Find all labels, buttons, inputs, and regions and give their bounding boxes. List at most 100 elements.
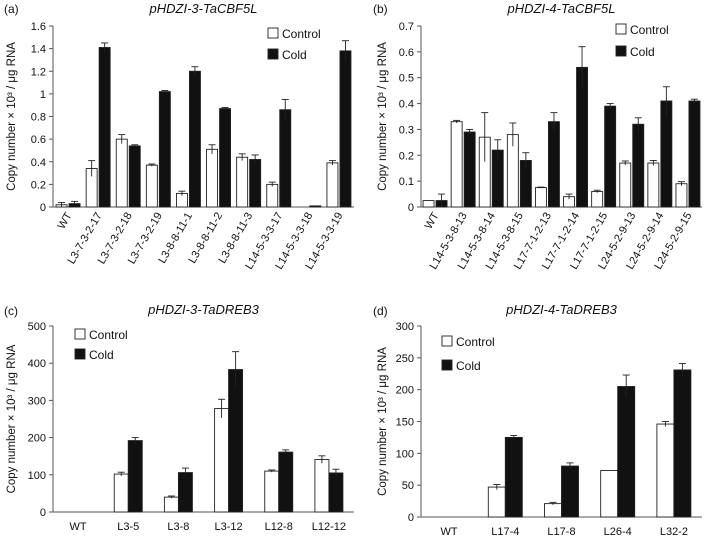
chart-panel-0: (a) pHDZI-3-TaCBF5L Copy number × 10³ / μg… [4,1,354,272]
chart-panel-2: (c) pHDZI-3-TaDREB3 Copy number × 10³ / μg… [4,302,354,533]
bar-cold [688,100,701,208]
bar-cold [673,369,692,518]
y-tick-label: 0 [40,507,46,519]
y-tick-label: 0.6 [31,134,46,146]
legend-swatch-control [267,27,279,39]
y-tick-label: 0 [408,512,414,524]
bar-control [591,191,604,208]
bar-control [113,473,129,513]
bar-control [326,162,339,208]
chart-title: pHDZI-3-TaCBF5L [149,1,258,16]
chart-title: pHDZI-4-TaCBF5L [507,1,616,16]
bar-control [619,162,632,208]
y-axis-label: Copy number × 10³ / μg RNA [6,344,18,493]
legend-swatch-control [615,23,627,35]
legend-label-cold: Cold [282,48,307,62]
y-tick-label: 0.5 [399,73,414,85]
x-tick-label: L3-5 [117,521,139,533]
x-tick-label: L26-4 [604,526,632,538]
bar-cold [463,131,476,208]
y-tick-label: 100 [28,470,46,482]
bar-cold [98,47,111,208]
bar-control [115,138,128,208]
y-tick-label: 0.4 [31,157,46,169]
bar-control [145,164,158,208]
panel-label: (d) [373,304,388,318]
y-tick-label: 50 [402,480,414,492]
bar-cold [604,105,617,208]
y-tick-label: 0 [408,202,414,214]
x-tick-label: WT [56,210,75,231]
legend-swatch-cold [615,45,627,57]
bar-cold [177,472,193,513]
y-axis-label: Copy number × 10³ / μg RNA [377,42,389,191]
y-axis-label: Copy number × 10³ / μg RNA [6,42,18,191]
bar-control [656,423,675,518]
bar-control [675,183,688,208]
legend-label-control: Control [282,27,321,41]
legend-swatch-cold [441,359,453,371]
legend-label-control: Control [630,23,669,37]
panel-label: (b) [373,2,388,16]
legend-label-cold: Cold [89,348,114,362]
legend-swatch-control [441,335,453,347]
bar-control [314,459,330,513]
x-tick-label: L32-2 [660,526,688,538]
y-tick-label: 500 [28,321,46,333]
bar-cold [309,205,322,208]
bar-cold [328,472,344,513]
bar-control [214,408,230,513]
legend-swatch-cold [267,48,279,60]
x-tick-label: WT [423,210,442,231]
y-tick-label: 150 [396,417,414,429]
bar-cold [219,108,232,208]
x-tick-label: L3-12 [215,521,243,533]
bar-cold [617,386,636,518]
x-tick-label: WT [70,521,87,533]
legend-swatch-cold [74,348,86,360]
y-tick-label: 0.3 [399,124,414,136]
legend-label-control: Control [89,328,128,342]
x-tick-label: L17-4 [491,526,519,538]
bar-control [600,470,619,518]
x-tick-label: L12-12 [312,521,346,533]
bar-control [544,503,562,518]
bar-control [422,200,435,208]
bar-cold [278,451,294,513]
bar-cold [504,436,523,518]
bar-cold [632,123,645,208]
chart-title: pHDZI-4-TaDREB3 [505,302,618,317]
legend-label-cold: Cold [456,359,481,373]
bar-cold [188,70,201,208]
legend-label-control: Control [456,335,495,349]
bar-control [264,470,280,513]
y-tick-label: 300 [28,395,46,407]
bar-control [163,496,179,513]
bar-cold [249,159,262,208]
legend-swatch-control [74,328,86,340]
bar-cold [279,109,292,208]
bar-control [206,148,219,208]
bar-control [487,486,506,518]
bar-control [450,121,463,208]
panel-label: (c) [4,304,18,318]
y-tick-label: 0.4 [399,99,414,111]
y-tick-label: 200 [396,385,414,397]
y-tick-label: 1.2 [31,66,46,78]
chart-panel-3: (d) pHDZI-4-TaDREB3 Copy number × 10³ / μg… [373,302,702,538]
y-axis-label: Copy number × 10³ / μg RNA [377,347,389,496]
y-tick-label: 0.1 [399,176,414,188]
x-tick-label: L17-8 [547,526,575,538]
bar-cold [576,66,588,208]
bar-cold [548,121,560,208]
bar-cold [158,91,171,208]
bar-cold [228,369,244,513]
bar-cold [561,465,579,518]
bar-control [647,162,660,208]
x-tick-label: L12-8 [265,521,293,533]
bar-cold [128,145,141,208]
x-tick-label: WT [441,526,458,538]
y-tick-label: 1 [40,89,46,101]
bar-cold [339,50,352,208]
